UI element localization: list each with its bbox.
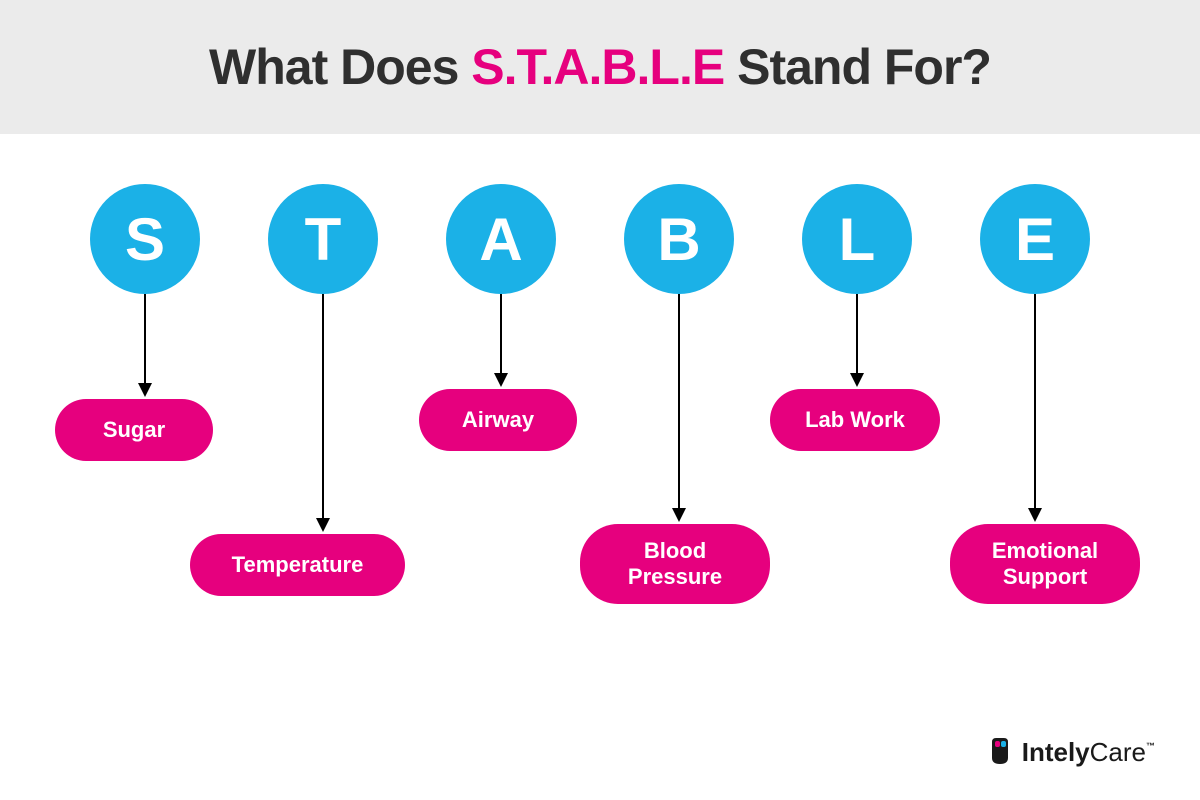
- header-banner: What Does S.T.A.B.L.E Stand For?: [0, 0, 1200, 134]
- label-pill-a: Airway: [419, 389, 577, 451]
- title-accent: S.T.A.B.L.E: [471, 39, 737, 95]
- logo-mark-icon: [986, 734, 1016, 770]
- logo-tm: ™: [1146, 741, 1155, 751]
- letter-circle-s: S: [90, 184, 200, 294]
- arrow-b: [669, 294, 689, 524]
- label-pill-e: Emotional Support: [950, 524, 1140, 604]
- acronym-diagram: S Sugar T Temperature A Airway B Blood Pressure…: [0, 134, 1200, 694]
- label-pill-s: Sugar: [55, 399, 213, 461]
- arrow-t: [313, 294, 333, 534]
- arrow-l: [847, 294, 867, 389]
- title-prefix: What Does: [209, 39, 471, 95]
- letter-circle-t: T: [268, 184, 378, 294]
- page-title: What Does S.T.A.B.L.E Stand For?: [0, 38, 1200, 96]
- logo-text: IntelyCare™: [1022, 737, 1155, 768]
- logo-bold: Intely: [1022, 737, 1090, 767]
- logo-light: Care: [1090, 737, 1146, 767]
- letter-circle-e: E: [980, 184, 1090, 294]
- label-pill-t: Temperature: [190, 534, 405, 596]
- letter-circle-b: B: [624, 184, 734, 294]
- letter-circle-l: L: [802, 184, 912, 294]
- arrow-e: [1025, 294, 1045, 524]
- arrow-s: [135, 294, 155, 399]
- arrow-a: [491, 294, 511, 389]
- title-suffix: Stand For?: [737, 39, 991, 95]
- label-pill-l: Lab Work: [770, 389, 940, 451]
- letter-circle-a: A: [446, 184, 556, 294]
- brand-logo: IntelyCare™: [986, 734, 1155, 770]
- label-pill-b: Blood Pressure: [580, 524, 770, 604]
